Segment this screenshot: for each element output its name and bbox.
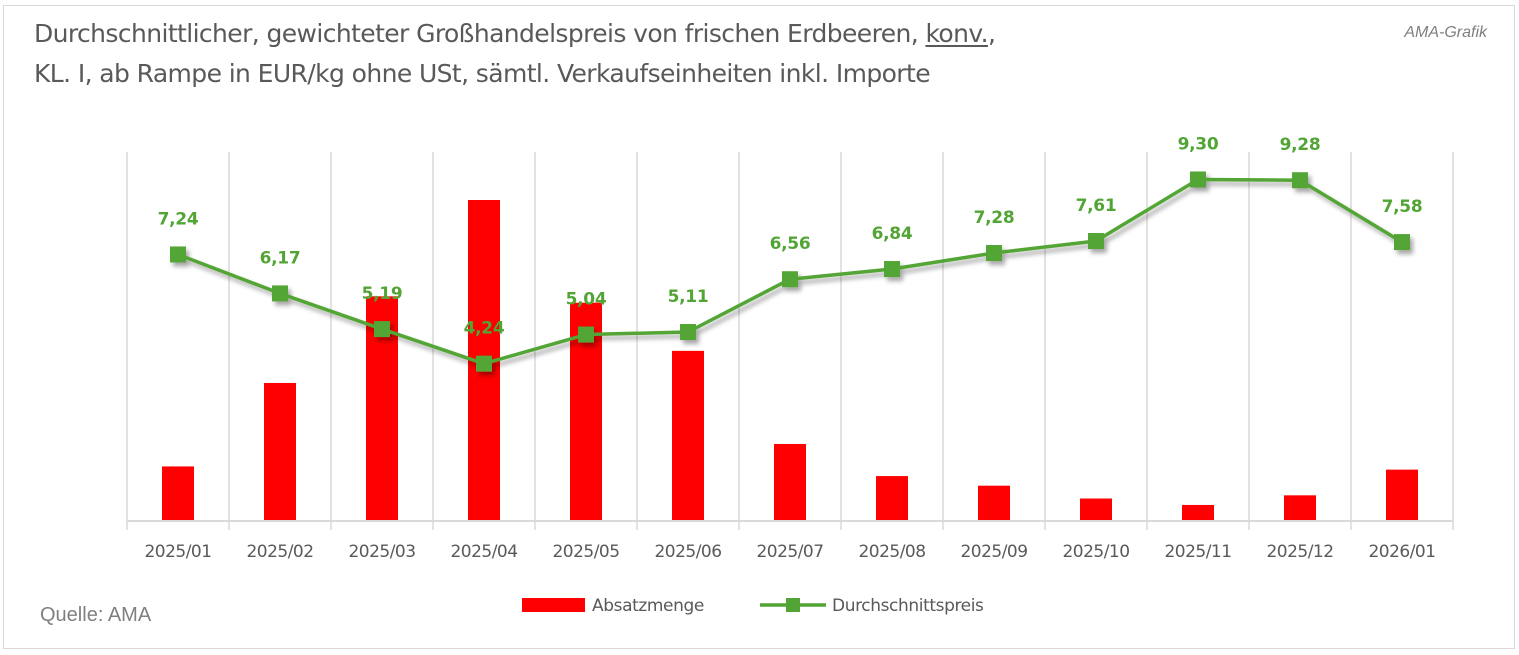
price-marker-2026-01 — [1394, 234, 1410, 251]
price-marker-2025-11 — [1190, 171, 1206, 188]
price-label-2025-07: 6,56 — [770, 234, 811, 254]
x-tick-2025-08: 2025/08 — [858, 542, 925, 562]
price-label-2025-05: 5,04 — [566, 290, 607, 310]
line-series-durchschnittspreis — [170, 171, 1410, 372]
price-marker-2025-10 — [1088, 232, 1104, 249]
x-tick-2025-04: 2025/04 — [450, 542, 517, 562]
x-tick-2025-05: 2025/05 — [552, 542, 619, 562]
price-marker-2025-08 — [884, 261, 900, 278]
price-marker-2025-01 — [170, 246, 186, 263]
price-marker-2025-06 — [680, 323, 696, 340]
price-label-2025-03: 5,19 — [362, 284, 403, 304]
title-underlined-term: konv. — [925, 19, 988, 48]
bar-2025-07 — [774, 443, 806, 521]
price-marker-2025-03 — [374, 321, 390, 338]
ama-grafik-badge: AMA-Grafik — [1404, 24, 1487, 41]
price-marker-2025-04 — [476, 355, 492, 372]
bar-2025-10 — [1080, 498, 1112, 521]
bar-2025-11 — [1182, 504, 1214, 521]
x-tick-2025-12: 2025/12 — [1266, 542, 1333, 562]
price-label-2025-12: 9,28 — [1280, 135, 1321, 155]
data-labels: 7,24 6,17 5,19 4,24 5,04 5,11 6,56 6,84 7,28 7,61… — [158, 134, 1423, 338]
x-tick-2025-03: 2025/03 — [348, 542, 415, 562]
x-tick-labels: 2025/01 2025/02 2025/03 2025/04 2025/05 2025/… — [144, 542, 1436, 562]
price-label-2025-11: 9,30 — [1178, 134, 1219, 154]
bar-2026-01 — [1386, 469, 1418, 521]
x-tick-2025-11: 2025/11 — [1164, 542, 1231, 562]
x-tick-2025-06: 2025/06 — [654, 542, 721, 562]
legend-marker-durchschnittspreis — [786, 598, 800, 612]
price-label-2025-02: 6,17 — [260, 248, 301, 268]
price-label-2025-09: 7,28 — [974, 208, 1015, 228]
x-tick-2026-01: 2026/01 — [1368, 542, 1435, 562]
price-label-2025-01: 7,24 — [158, 209, 199, 229]
chart-title-line1: Durchschnittlicher, gewichteter Großhand… — [34, 19, 996, 48]
price-label-2025-06: 5,11 — [668, 287, 709, 307]
price-marker-2025-09 — [986, 245, 1002, 262]
chart-frame — [3, 5, 1515, 649]
x-tick-2025-10: 2025/10 — [1062, 542, 1129, 562]
legend: Absatzmenge Durchschnittspreis — [522, 596, 984, 616]
bar-2025-12 — [1284, 495, 1316, 521]
gridlines — [126, 152, 1454, 530]
x-tick-2025-02: 2025/02 — [246, 542, 313, 562]
bar-2025-08 — [876, 476, 908, 521]
price-label-2025-04: 4,24 — [464, 319, 505, 339]
bar-2025-02 — [264, 382, 296, 521]
price-marker-2025-12 — [1292, 172, 1308, 189]
price-label-2025-10: 7,61 — [1076, 196, 1117, 216]
bar-2025-09 — [978, 485, 1010, 521]
x-tick-2025-07: 2025/07 — [756, 542, 823, 562]
bar-series-absatzmenge — [162, 200, 1418, 521]
x-tick-2025-09: 2025/09 — [960, 542, 1027, 562]
price-label-2026-01: 7,58 — [1382, 197, 1423, 217]
source-note: Quelle: AMA — [40, 604, 152, 626]
legend-label-durchschnittspreis: Durchschnittspreis — [832, 596, 984, 616]
price-marker-2025-05 — [578, 326, 594, 343]
chart-title-line2: KL. I, ab Rampe in EUR/kg ohne USt, sämt… — [34, 59, 931, 88]
chart-title: Durchschnittlicher, gewichteter Großhand… — [34, 14, 996, 94]
legend-swatch-absatzmenge — [522, 598, 585, 612]
legend-label-absatzmenge: Absatzmenge — [592, 596, 704, 616]
price-marker-2025-07 — [782, 271, 798, 288]
x-tick-2025-01: 2025/01 — [144, 542, 211, 562]
bar-2025-06 — [672, 350, 704, 521]
price-label-2025-08: 6,84 — [872, 224, 913, 244]
price-marker-2025-02 — [272, 285, 288, 302]
bar-2025-01 — [162, 466, 194, 521]
